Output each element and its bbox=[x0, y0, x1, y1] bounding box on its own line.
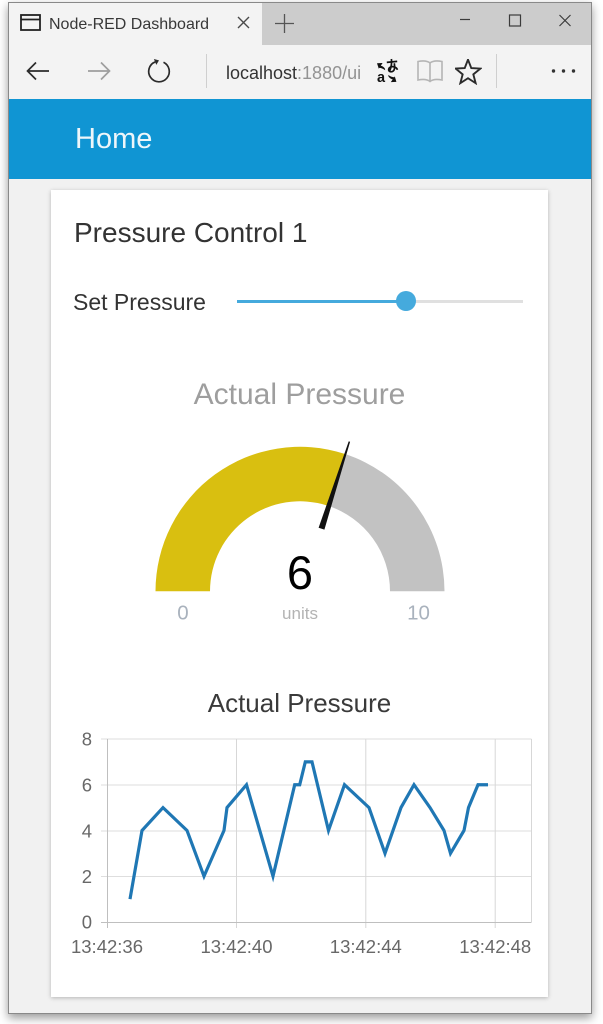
svg-text:6: 6 bbox=[287, 546, 313, 599]
svg-text:0: 0 bbox=[177, 602, 188, 625]
svg-text:8: 8 bbox=[82, 729, 92, 750]
svg-text:10: 10 bbox=[407, 602, 430, 625]
svg-text:units: units bbox=[282, 604, 318, 623]
svg-text:2: 2 bbox=[82, 866, 92, 887]
svg-text:13:42:44: 13:42:44 bbox=[330, 936, 402, 957]
svg-text:a: a bbox=[377, 70, 386, 85]
svg-text:13:42:48: 13:42:48 bbox=[459, 936, 531, 957]
svg-text:0: 0 bbox=[82, 912, 92, 933]
svg-text:4: 4 bbox=[82, 821, 92, 842]
svg-text:6: 6 bbox=[82, 775, 92, 796]
svg-text:13:42:40: 13:42:40 bbox=[200, 936, 272, 957]
svg-text:13:42:36: 13:42:36 bbox=[71, 936, 143, 957]
